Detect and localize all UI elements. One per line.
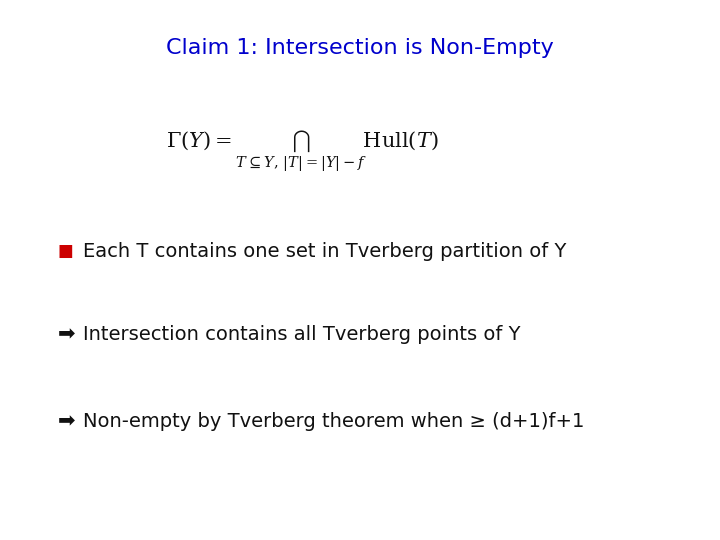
Text: Intersection contains all Tverberg points of Y: Intersection contains all Tverberg point… [83,325,521,345]
Text: Claim 1: Intersection is Non-Empty: Claim 1: Intersection is Non-Empty [166,38,554,58]
Text: ➡: ➡ [58,325,75,345]
Text: ■: ■ [58,242,73,260]
Text: Non-empty by Tverberg theorem when ≥ (d+1)f+1: Non-empty by Tverberg theorem when ≥ (d+… [83,411,584,431]
Text: ➡: ➡ [58,411,75,431]
Text: $\Gamma(Y) = \bigcap_{T \subseteq Y,\, |T|=|Y|-f} \mathrm{Hull}(T)$: $\Gamma(Y) = \bigcap_{T \subseteq Y,\, |… [166,129,438,174]
Text: Each T contains one set in Tverberg partition of Y: Each T contains one set in Tverberg part… [83,241,566,261]
